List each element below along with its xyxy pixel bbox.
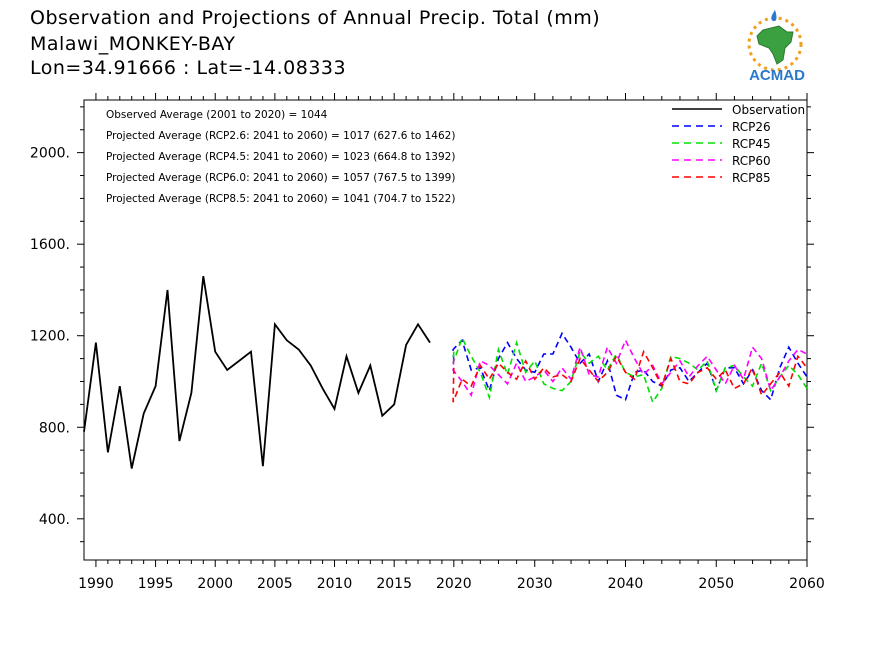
y-tick-label: 2000. [30,146,70,162]
x-tick-label: 2060 [789,576,825,592]
legend-label-observation: Observation [732,103,805,117]
acmad-logo: ACMAD [747,10,805,83]
x-tick-label: 2005 [257,576,293,592]
x-tick-label: 2030 [517,576,553,592]
annotation-text: Observed Average (2001 to 2020) = 1044 [106,109,328,121]
x-tick-label: 2000 [197,576,233,592]
y-tick-label: 1600. [30,237,70,253]
legend-label-rcp60: RCP60 [732,154,771,168]
annotation-text: Projected Average (RCP8.5: 2041 to 2060)… [106,193,455,205]
chart-title: Observation and Projections of Annual Pr… [30,7,601,29]
x-tick-label: 2040 [608,576,644,592]
x-tick-label: 2020 [436,576,472,592]
series-line-rcp26 [452,331,808,402]
africa-map-icon [756,25,794,65]
y-tick-label: 800. [39,420,70,436]
legend: Observation RCP26 RCP45 RCP60 RCP85 [672,103,805,185]
annotations: Observed Average (2001 to 2020) = 1044 Pr… [106,109,455,205]
station-coordinates: Lon=34.91666 : Lat=-14.08333 [30,57,347,79]
annotation-text: Projected Average (RCP4.5: 2041 to 2060)… [106,151,455,163]
x-tick-label: 2010 [317,576,353,592]
y-tick-label: 400. [39,512,70,528]
annotation-text: Projected Average (RCP6.0: 2041 to 2060)… [106,172,455,184]
x-tick-label: 2015 [376,576,412,592]
annotation-text: Projected Average (RCP2.6: 2041 to 2060)… [106,130,455,142]
y-tick-label: 1200. [30,329,70,345]
legend-label-rcp26: RCP26 [732,120,771,134]
x-tick-label: 1995 [138,576,174,592]
series-group [83,276,808,469]
x-tick-label: 1990 [78,576,114,592]
x-tick-label: 2050 [698,576,734,592]
legend-label-rcp85: RCP85 [732,171,771,185]
plot-frame [83,99,808,561]
series-line-rcp85 [452,349,808,403]
x-axis: 1990 1995 2000 2005 2010 2015 2020 2030 2040 2050… [78,93,825,592]
legend-label-rcp45: RCP45 [732,137,771,151]
station-name: Malawi_MONKEY-BAY [30,33,236,55]
logo-text: ACMAD [749,67,805,83]
series-line-observation [83,276,431,469]
water-drop-icon [771,10,777,22]
y-axis: 400. 800. 1200. 1600. 2000. [30,106,814,543]
